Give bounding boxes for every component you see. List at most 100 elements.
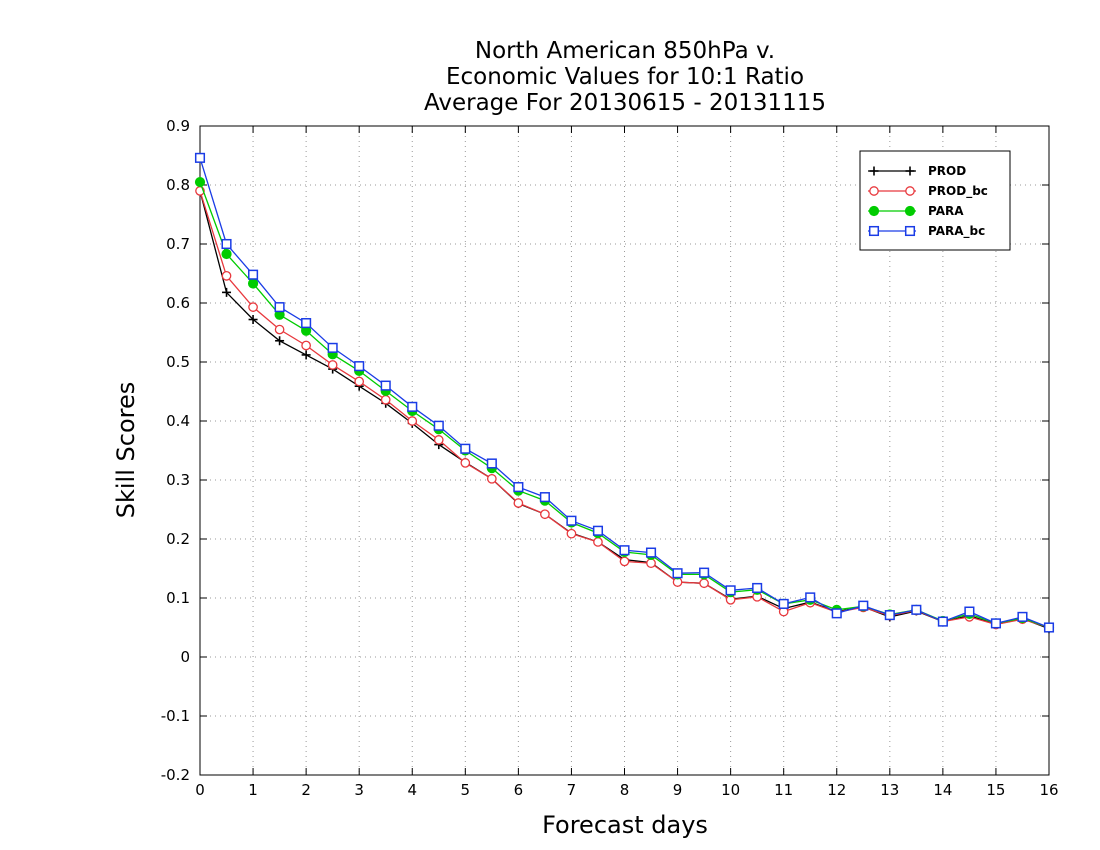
data-point [248, 269, 259, 280]
x-tick-label: 1 [248, 781, 258, 799]
data-point [593, 537, 603, 547]
data-point [460, 443, 471, 454]
y-tick-label: -0.1 [161, 707, 190, 725]
x-tick-label: 5 [461, 781, 471, 799]
series [194, 152, 1055, 634]
data-point [301, 340, 311, 351]
data-point [540, 509, 550, 520]
series-para-bc [194, 152, 1055, 633]
x-tick-label: 2 [301, 781, 311, 799]
x-tick-label: 14 [933, 781, 952, 799]
legend-item: PROD_bc [868, 184, 988, 199]
x-tick-label: 16 [1039, 781, 1058, 799]
legend-label: PROD [928, 164, 966, 178]
data-point [699, 567, 710, 578]
x-axis-title: Forecast days [542, 811, 708, 839]
y-tick-label: 0.4 [166, 412, 190, 430]
data-point [884, 610, 895, 621]
data-point [937, 616, 948, 627]
legend-label: PROD_bc [928, 184, 988, 199]
data-point [699, 578, 709, 589]
x-tick-label: 7 [567, 781, 577, 799]
data-point [407, 401, 418, 412]
legend-marker [868, 205, 880, 217]
y-tick-label: 0.9 [166, 117, 190, 135]
data-point [327, 342, 338, 353]
y-tick-label: 0.5 [166, 353, 190, 371]
data-point [194, 152, 206, 163]
series-prod-bc [195, 186, 1054, 633]
data-point [248, 302, 258, 312]
legend-item: PARA_bc [868, 224, 985, 239]
title-line-3: Average For 20130615 - 20131115 [424, 90, 826, 116]
x-tick-label: 0 [195, 781, 205, 799]
x-tick-label: 6 [514, 781, 524, 799]
data-point [592, 525, 604, 536]
y-tick-label: 0.7 [166, 235, 190, 253]
y-tick-label: 0.3 [166, 471, 190, 489]
data-point [354, 361, 365, 372]
y-tick-label: 0 [180, 648, 190, 666]
data-point [380, 394, 391, 405]
data-point [990, 618, 1001, 629]
data-point [222, 287, 232, 297]
data-point [513, 482, 524, 493]
data-point [407, 416, 418, 426]
data-point [301, 318, 312, 329]
data-point [1017, 611, 1028, 622]
data-point [725, 585, 736, 596]
data-point [221, 248, 232, 260]
legend-marker [868, 225, 880, 237]
data-point [1043, 622, 1055, 633]
x-tick-label: 10 [721, 781, 740, 799]
x-axis: 0 1 2 3 4 5 6 7 8 9 10 11 12 13 14 15 16 [195, 126, 1059, 799]
x-tick-label: 15 [986, 781, 1005, 799]
data-point [221, 238, 232, 250]
legend-label: PARA [928, 204, 964, 218]
data-point [778, 598, 789, 609]
data-point [486, 458, 497, 469]
y-tick-label: 0.6 [166, 294, 190, 312]
legend-box [859, 150, 1011, 251]
legend-label: PARA_bc [928, 224, 985, 239]
y-tick-label: 0.2 [166, 530, 190, 548]
legend-marker [905, 166, 915, 176]
y-tick-label: 0.8 [166, 176, 190, 194]
x-tick-label: 9 [673, 781, 683, 799]
data-point [275, 336, 285, 346]
data-point [274, 324, 285, 335]
x-tick-label: 8 [620, 781, 630, 799]
data-point [566, 515, 577, 526]
data-point [327, 360, 338, 370]
title-line-1: North American 850hPa v. [475, 38, 775, 64]
x-tick-label: 12 [827, 781, 846, 799]
title-line-2: Economic Values for 10:1 Ratio [446, 64, 804, 90]
data-point [672, 568, 683, 579]
data-point [513, 498, 524, 508]
x-tick-label: 13 [880, 781, 899, 799]
data-point [247, 278, 259, 289]
y-tick-label: 0.1 [166, 589, 190, 607]
y-axis-title: Skill Scores [112, 382, 140, 519]
data-point [831, 608, 842, 619]
data-point [221, 271, 232, 281]
legend-marker [869, 166, 879, 176]
data-point [858, 600, 869, 611]
x-tick-label: 3 [354, 781, 364, 799]
data-point [248, 315, 258, 325]
data-point [539, 492, 550, 503]
legend-marker [904, 225, 916, 237]
data-point [646, 558, 656, 569]
data-point [354, 376, 365, 387]
data-point [380, 380, 391, 391]
data-point [619, 545, 630, 556]
x-tick-label: 11 [774, 781, 793, 799]
grid [200, 126, 1049, 775]
data-point [433, 435, 444, 445]
data-point [619, 556, 630, 567]
y-axis: -0.2 -0.1 0 0.1 0.2 0.3 0.4 0.5 0.6 0.7 0.8 0.9 [161, 117, 1049, 784]
data-point [486, 473, 497, 484]
data-point [805, 592, 816, 603]
